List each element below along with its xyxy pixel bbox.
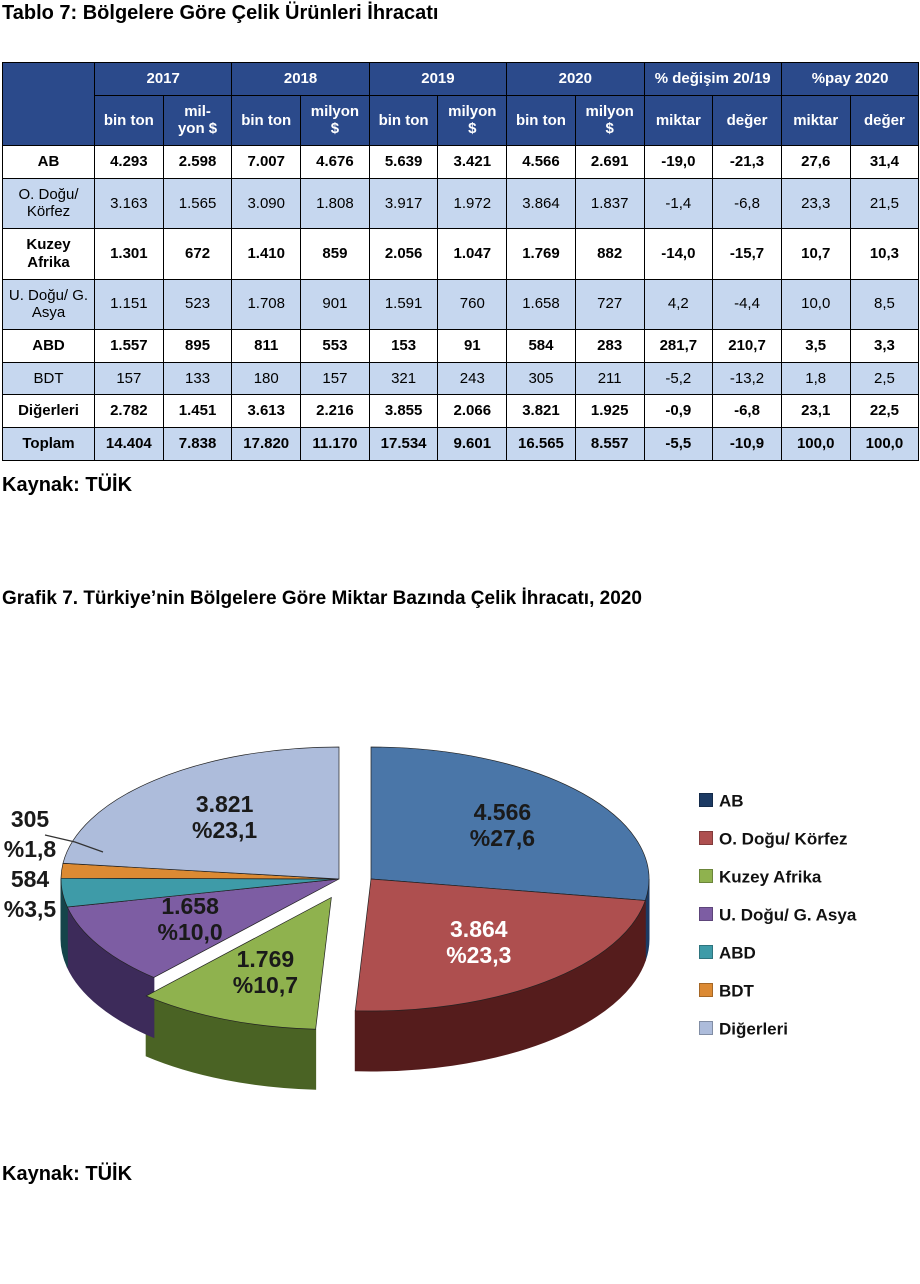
svg-text:3.864: 3.864 — [450, 916, 508, 942]
svg-text:%23,1: %23,1 — [192, 817, 257, 843]
svg-text:%10,0: %10,0 — [157, 919, 222, 945]
svg-text:%10,7: %10,7 — [233, 972, 298, 998]
svg-text:3.821: 3.821 — [196, 791, 254, 817]
svg-text:%23,3: %23,3 — [446, 942, 511, 968]
svg-text:1.769: 1.769 — [237, 946, 295, 972]
svg-text:4.566: 4.566 — [474, 799, 532, 825]
svg-text:1.658: 1.658 — [161, 893, 219, 919]
svg-text:%27,6: %27,6 — [470, 825, 535, 851]
